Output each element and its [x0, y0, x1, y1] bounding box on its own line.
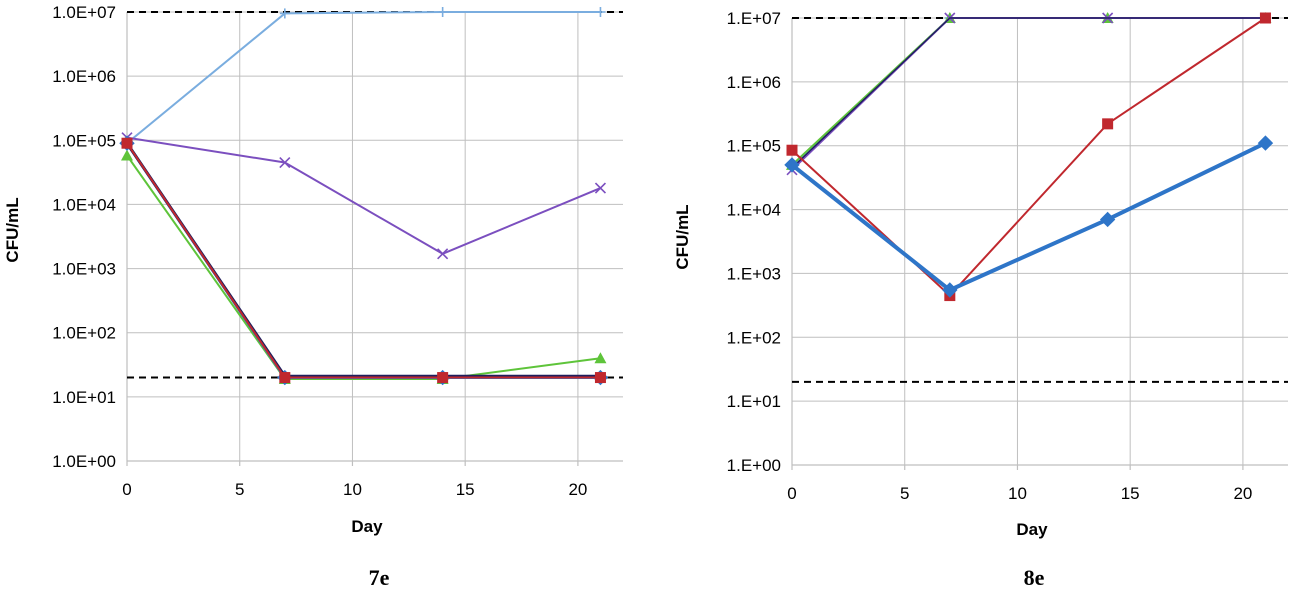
- y-tick-label-5: 1.0E+05: [52, 131, 116, 150]
- x-tick-label-4: 20: [568, 480, 587, 499]
- chart-7e: 1.0E+00 1.0E+01 1.0E+02 1.0E+03 1.0E+04 1.0E+…: [3, 3, 623, 590]
- x-tick-label-0: 0: [122, 480, 131, 499]
- series-0-line: [791, 17, 1266, 167]
- series-3-line: [791, 17, 1266, 169]
- series-1-point-3-stroke-b: [594, 182, 607, 194]
- series-3-line: [125, 142, 601, 380]
- x-tick-label-3: 15: [456, 480, 475, 499]
- series-1-line: [791, 17, 1266, 166]
- series-4-point-2: [1102, 118, 1114, 130]
- series-0: [122, 7, 606, 149]
- x-axis-title: Day: [351, 517, 383, 536]
- series-1: [121, 132, 607, 260]
- y-tick-label-3: 1.0E+03: [52, 260, 116, 279]
- chart-caption: 7e: [369, 565, 390, 590]
- series-5-point-3: [1257, 135, 1274, 151]
- series-1-point-1: [279, 156, 291, 169]
- series-5-point-0: [121, 137, 133, 149]
- series-5-line: [126, 142, 601, 379]
- series-5-line: [790, 141, 1267, 293]
- series-5-point-1: [942, 282, 958, 298]
- y-tick-label-1: 1.0E+01: [52, 388, 116, 407]
- series-4: [125, 142, 601, 378]
- series-2-line: [126, 154, 601, 380]
- series-2-point-3: [594, 352, 607, 364]
- series-0-point-2: [437, 7, 448, 17]
- series-5-point-0: [784, 157, 800, 173]
- x-tick-label-1: 5: [235, 480, 244, 499]
- x-tick-label-0: 0: [787, 484, 796, 503]
- y-tick-label-4: 1.0E+04: [52, 195, 116, 214]
- series-5-point-2: [437, 372, 449, 384]
- series-0-point-1: [279, 8, 290, 19]
- series-4-point-3: [1259, 12, 1271, 24]
- y-axis-title: CFU/mL: [673, 204, 692, 269]
- series-1-point-1-stroke-b: [279, 156, 291, 169]
- series-0-point-3: [595, 7, 606, 17]
- series-5: [784, 135, 1274, 298]
- series-1-point-3: [594, 182, 607, 194]
- series-4-line: [791, 17, 1267, 297]
- series-2: [786, 12, 1272, 176]
- series-4-point-0: [786, 144, 798, 156]
- x-tick-label-4: 20: [1233, 484, 1252, 503]
- series-1-line: [126, 136, 601, 255]
- series-0-line: [126, 11, 601, 144]
- series-1-point-2: [437, 248, 449, 260]
- y-axis-title: CFU/mL: [3, 197, 22, 262]
- series-3: [119, 135, 609, 386]
- y-tick-label-7: 1.E+07: [727, 9, 781, 28]
- series-2: [121, 149, 607, 384]
- chart-8e: 1.E+00 1.E+01 1.E+02 1.E+03 1.E+04 1.E+05 1.E+…: [673, 9, 1288, 590]
- chart-caption: 8e: [1024, 565, 1045, 590]
- y-tick-label-7: 1.0E+07: [52, 3, 116, 22]
- series-5: [121, 137, 606, 384]
- y-tick-label-0: 1.0E+00: [52, 452, 116, 471]
- x-axis-title: Day: [1016, 520, 1048, 539]
- series-5-point-1: [279, 372, 291, 384]
- x-tick-label-1: 5: [900, 484, 909, 503]
- y-tick-label-6: 1.0E+06: [52, 67, 116, 86]
- series-4: [786, 12, 1271, 302]
- x-tick-label-2: 10: [1008, 484, 1027, 503]
- y-tick-label-0: 1.E+00: [727, 456, 781, 475]
- series-1-point-2-stroke-b: [437, 248, 449, 260]
- y-tick-label-2: 1.E+02: [727, 328, 781, 347]
- series-2-line: [791, 17, 1266, 171]
- y-tick-label-6: 1.E+06: [727, 73, 781, 92]
- y-tick-label-4: 1.E+04: [727, 201, 781, 220]
- x-tick-label-2: 10: [343, 480, 362, 499]
- series-5-point-3: [594, 372, 606, 384]
- series-1: [786, 12, 1272, 170]
- y-tick-label-3: 1.E+03: [727, 264, 781, 283]
- series-2-point-0: [121, 149, 133, 161]
- x-tick-label-3: 15: [1121, 484, 1140, 503]
- series-0: [787, 13, 1271, 172]
- series-4-line: [125, 142, 601, 378]
- y-tick-label-2: 1.0E+02: [52, 324, 116, 343]
- series-5-point-2: [1099, 211, 1116, 228]
- y-tick-label-1: 1.E+01: [727, 392, 781, 411]
- series-3: [791, 17, 1266, 169]
- y-tick-label-5: 1.E+05: [727, 137, 781, 156]
